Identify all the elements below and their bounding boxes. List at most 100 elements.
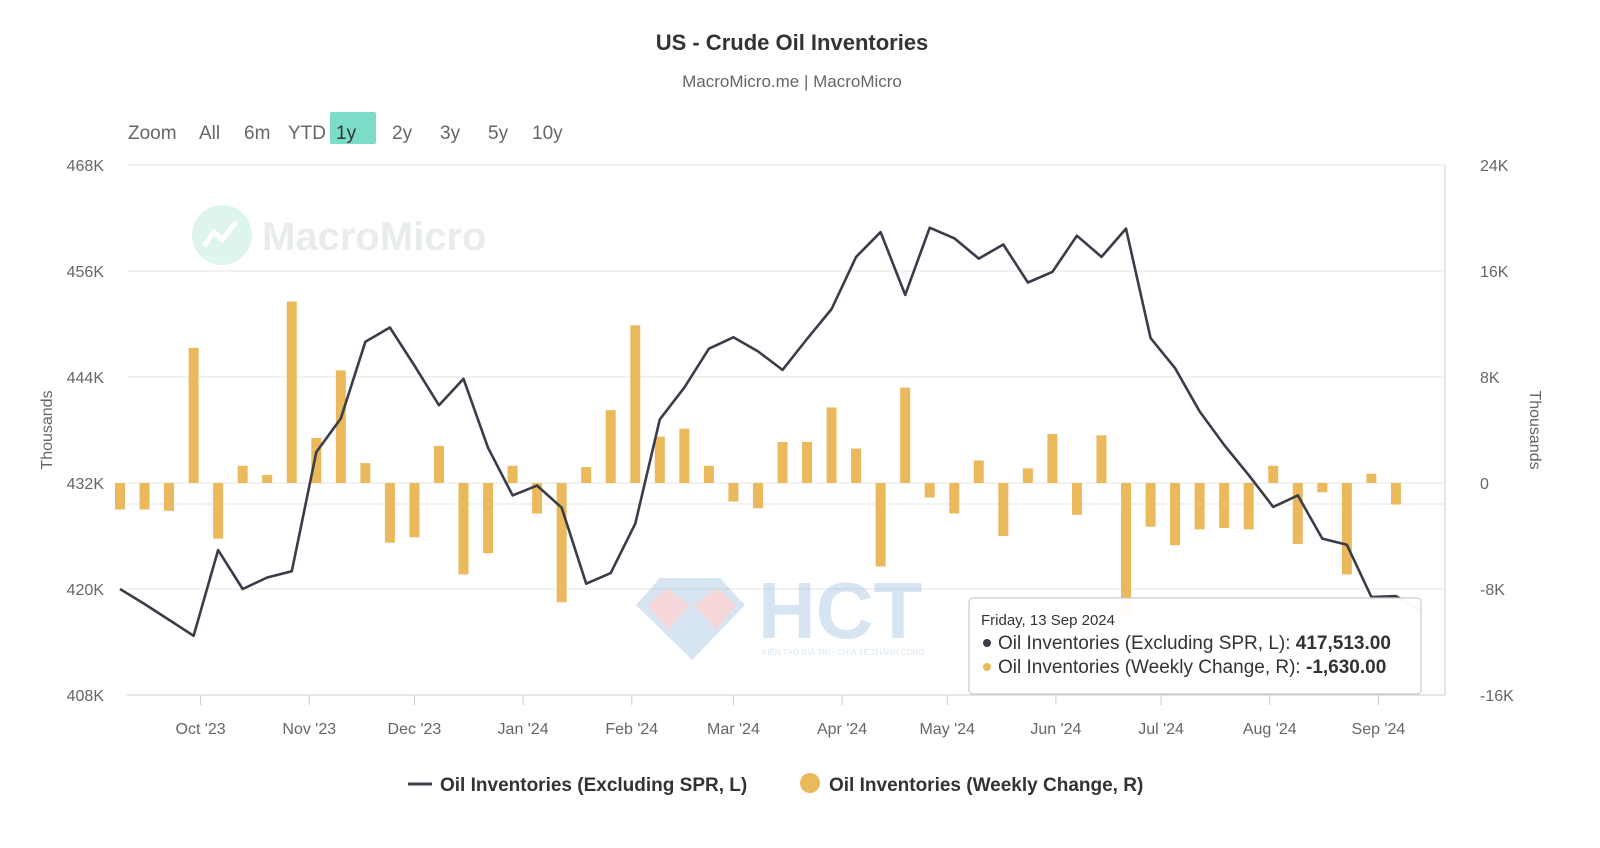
weekly-change-bar [458, 483, 469, 575]
zoom-button-active-bg [330, 112, 376, 144]
left-axis-ticks: 408K 420K 432K 444K 456K 468K [67, 158, 105, 705]
left-tick-label: 444K [67, 370, 105, 387]
weekly-change-bar [630, 325, 641, 483]
x-tick-label: Mar '24 [707, 721, 760, 738]
tooltip-line-row: Oil Inventories (Excluding SPR, L): 417,… [998, 633, 1391, 654]
left-tick-label: 432K [67, 476, 105, 493]
zoom-button-label: 6m [244, 123, 270, 144]
weekly-change-bar [164, 483, 175, 511]
weekly-change-bar [507, 465, 518, 483]
zoom-button-6m[interactable]: 6m [244, 123, 270, 144]
weekly-change-bar [311, 437, 322, 483]
chart-subtitle: MacroMicro.me | MacroMicro [682, 72, 902, 91]
weekly-change-bar [1047, 433, 1058, 483]
x-tick-label: Feb '24 [605, 721, 658, 738]
hct-watermark-text: HCT [758, 566, 923, 655]
tooltip-box [968, 597, 1422, 695]
weekly-change-bar [679, 428, 690, 483]
left-tick-label: 468K [67, 158, 105, 175]
right-tick-label: 0 [1480, 476, 1489, 493]
weekly-change-bar [654, 436, 665, 483]
right-tick-label: 8K [1480, 370, 1500, 387]
x-tick-label: Dec '23 [388, 721, 442, 738]
tooltip-bar-label: Oil Inventories (Weekly Change, R): [998, 657, 1306, 678]
legend: Oil Inventories (Excluding SPR, L) Oil I… [408, 773, 1143, 796]
weekly-change-bar [1022, 468, 1033, 483]
right-tick-label: 24K [1480, 158, 1509, 175]
zoom-button-5y[interactable]: 5y [488, 123, 509, 144]
zoom-button-1y[interactable]: 1y [330, 112, 376, 144]
left-tick-label: 408K [67, 688, 105, 705]
zoom-button-label: 3y [440, 123, 461, 144]
weekly-change-bar [262, 475, 273, 483]
weekly-change-bar [384, 483, 395, 543]
weekly-change-bar [1243, 483, 1254, 530]
weekly-change-bar [409, 483, 420, 538]
zoom-button-all[interactable]: All [199, 123, 220, 144]
legend-item-bars[interactable]: Oil Inventories (Weekly Change, R) [800, 773, 1143, 796]
right-tick-label: -16K [1480, 688, 1514, 705]
weekly-change-bar [802, 441, 813, 483]
hct-logo-accent-2 [694, 588, 736, 630]
macromicro-logo-line [201, 220, 238, 248]
tooltip-line-marker [983, 639, 991, 647]
macromicro-logo-icon [192, 205, 252, 265]
inventories-line [119, 226, 1422, 638]
zoom-selector: Zoom All 6m YTD 1y 2y 3y 5y 10y [128, 112, 563, 144]
weekly-change-bar [213, 483, 224, 539]
right-axis-ticks: -16K -8K 0 8K 16K 24K [1480, 158, 1514, 705]
weekly-change-bar [433, 445, 444, 483]
x-tick-label: Nov '23 [282, 721, 336, 738]
weekly-change-bar [335, 370, 346, 483]
x-tick-label: Sep '24 [1352, 721, 1406, 738]
right-axis-title: Thousands [1526, 390, 1543, 469]
left-tick-label: 420K [67, 582, 105, 599]
zoom-button-10y[interactable]: 10y [532, 123, 563, 144]
legend-bars-swatch [800, 773, 820, 793]
x-tick-label: May '24 [919, 721, 975, 738]
x-tick-label: Jun '24 [1030, 721, 1081, 738]
zoom-button-label: 1y [336, 123, 357, 144]
legend-item-line[interactable]: Oil Inventories (Excluding SPR, L) [408, 775, 747, 796]
weekly-change-bar [1219, 483, 1230, 529]
x-tick-label: Aug '24 [1243, 721, 1297, 738]
weekly-change-bar [360, 463, 371, 483]
weekly-change-bar [900, 387, 911, 483]
legend-line-label: Oil Inventories (Excluding SPR, L) [440, 775, 747, 796]
weekly-change-bar [752, 483, 763, 509]
chart-title: US - Crude Oil Inventories [656, 30, 929, 55]
zoom-label: Zoom [128, 123, 177, 144]
weekly-change-bar [556, 483, 567, 603]
x-tick-label: Apr '24 [817, 721, 867, 738]
zoom-button-2y[interactable]: 2y [392, 123, 413, 144]
zoom-button-ytd[interactable]: YTD [288, 123, 326, 144]
weekly-change-bar [728, 483, 739, 502]
weekly-change-bar [1292, 483, 1303, 544]
weekly-change-bar [1317, 483, 1328, 493]
x-axis: Oct '23 Nov '23 Dec '23 Jan '24 Feb '24 Mar '… [127, 694, 1445, 738]
tooltip-bar-row: Oil Inventories (Weekly Change, R): -1,6… [998, 657, 1386, 678]
macromicro-watermark-text: MacroMicro [262, 215, 487, 259]
weekly-change-bar [1096, 435, 1107, 483]
weekly-change-bar [703, 465, 714, 483]
zoom-button-label: 2y [392, 123, 413, 144]
zoom-button-label: 10y [532, 123, 563, 144]
zoom-button-3y[interactable]: 3y [440, 123, 461, 144]
zoom-button-label: YTD [288, 123, 326, 144]
weekly-change-bar [139, 483, 150, 510]
zoom-button-label: 5y [488, 123, 509, 144]
legend-bars-label: Oil Inventories (Weekly Change, R) [829, 775, 1143, 796]
weekly-change-bar [949, 483, 960, 514]
weekly-change-bar [483, 483, 494, 554]
weekly-change-bar [1145, 483, 1156, 527]
left-axis-title: Thousands [39, 390, 56, 469]
weekly-change-bar [1390, 483, 1401, 505]
weekly-change-bar [532, 483, 543, 514]
macromicro-watermark: MacroMicro [192, 205, 487, 265]
tooltip-line-label: Oil Inventories (Excluding SPR, L): [998, 633, 1296, 654]
tooltip-bar-value: -1,630.00 [1306, 657, 1386, 678]
tooltip-line-value: 417,513.00 [1296, 633, 1391, 654]
tooltip-date: Friday, 13 Sep 2024 [981, 612, 1115, 629]
weekly-change-bar [1366, 473, 1377, 483]
weekly-change-bar [875, 483, 886, 567]
